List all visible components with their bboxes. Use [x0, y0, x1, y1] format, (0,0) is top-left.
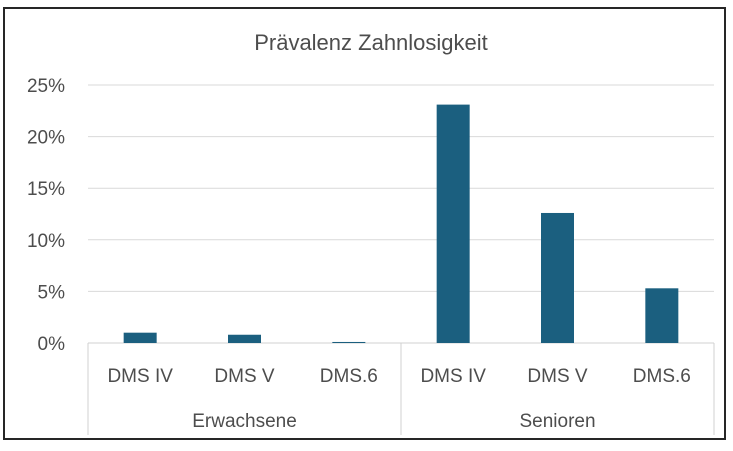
y-tick-label: 0%: [38, 334, 66, 355]
bars: [123, 104, 679, 343]
bar: [645, 288, 679, 343]
y-tick-label: 10%: [27, 231, 65, 252]
x-tick-label: DMS V: [214, 366, 275, 387]
x-axis: DMS IV DMS V DMS.6 DMS IV DMS V DMS.6 Erwachse…: [87, 343, 715, 435]
x-tick-label: DMS.6: [633, 366, 691, 387]
bar: [436, 104, 470, 343]
gridlines: [88, 84, 714, 344]
bar: [332, 341, 366, 343]
x-tick-label: DMS IV: [420, 366, 486, 387]
chart-title: Prävalenz Zahnlosigkeit: [254, 30, 488, 55]
x-tick-label: DMS IV: [107, 366, 173, 387]
y-tick-label: 5%: [38, 282, 66, 303]
chart-frame: [3, 7, 726, 440]
y-tick-label: 25%: [27, 76, 65, 97]
x-tick-label: DMS V: [527, 366, 588, 387]
bar: [123, 332, 157, 343]
y-tick-label: 20%: [27, 128, 65, 149]
group-label: Senioren: [519, 411, 595, 432]
bar: [541, 212, 574, 343]
group-label: Erwachsene: [192, 411, 297, 432]
bar: [228, 334, 261, 343]
y-axis-ticks: 0% 5% 10% 15% 20% 25%: [27, 76, 65, 355]
x-tick-label: DMS.6: [320, 366, 378, 387]
y-tick-label: 15%: [27, 179, 65, 200]
